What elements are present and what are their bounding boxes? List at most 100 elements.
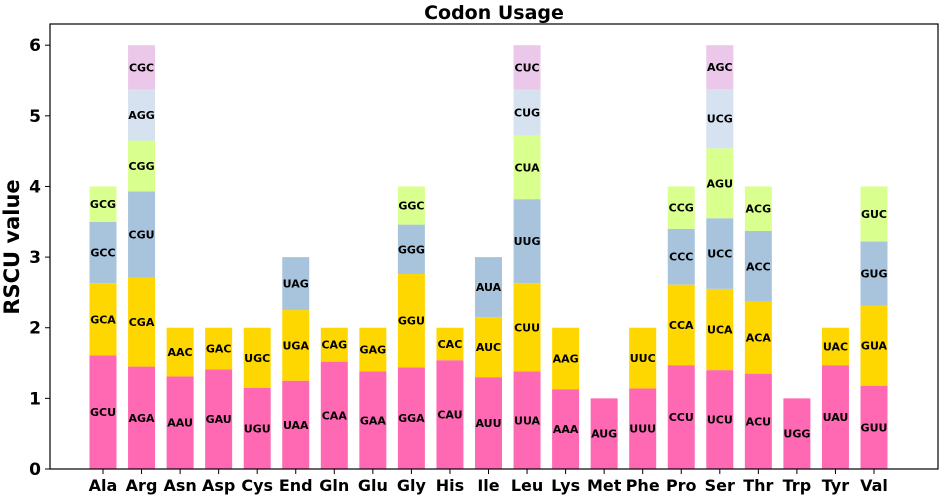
- codon-label-acg: ACG: [746, 203, 772, 216]
- bar-segment-arg-cgc: [128, 45, 156, 90]
- codon-label-cac: CAC: [438, 338, 463, 351]
- bar-segment-ala-gcc: [89, 221, 117, 284]
- codon-label-cgg: CGG: [128, 160, 154, 173]
- bar-segment-ser-ucu: [706, 370, 734, 469]
- bar-segment-lys-aaa: [552, 389, 580, 469]
- bar-segment-arg-agg: [128, 89, 156, 141]
- bar-segment-gln-caa: [320, 361, 348, 469]
- codon-label-ccu: CCU: [669, 411, 694, 424]
- codon-label-acc: ACC: [746, 260, 771, 273]
- codon-label-gcg: GCG: [90, 198, 116, 211]
- plot-frame: [49, 23, 939, 470]
- codon-label-uag: UAG: [283, 278, 309, 291]
- codon-label-aau: AAU: [167, 417, 193, 430]
- bar-segment-cys-ugc: [243, 327, 271, 388]
- y-tick-label-1: 1: [29, 389, 41, 409]
- x-axis-ticks: Ala Arg Asn Asp Cys End Gln Glu Gly His Ile Leu Lys M…: [89, 469, 888, 495]
- bar-segment-tyr-uau: [821, 365, 849, 469]
- bar-segment-arg-cgg: [128, 140, 156, 192]
- codon-label-auc: AUC: [476, 341, 501, 354]
- y-tick-label-0: 0: [29, 460, 41, 480]
- codon-label-agc: AGC: [707, 61, 733, 74]
- bar-segment-val-guc: [860, 186, 888, 242]
- codon-label-guc: GUC: [861, 208, 887, 221]
- bar-segment-pro-cca: [667, 284, 695, 366]
- bar-segment-gln-cag: [320, 327, 348, 362]
- codon-label-gug: GUG: [861, 268, 888, 281]
- bar-segment-leu-cua: [513, 135, 541, 200]
- codon-label-uga: UGA: [283, 339, 310, 352]
- x-tick-label-ser: Ser: [705, 476, 735, 495]
- codon-label-gag: GAG: [360, 344, 387, 357]
- bar-segment-lys-aag: [552, 327, 580, 390]
- codon-label-aua: AUA: [476, 281, 502, 294]
- codon-label-uug: UUG: [514, 235, 541, 248]
- y-tick-label-6: 6: [29, 36, 41, 56]
- codon-label-uac: UAC: [823, 340, 848, 353]
- bar-segment-arg-cga: [128, 277, 156, 367]
- bar-segment-thr-aca: [744, 301, 772, 374]
- bar-segment-gly-ggu: [397, 274, 425, 368]
- bar-segment-trp-ugg: [783, 398, 811, 469]
- codon-label-cuc: CUC: [515, 61, 540, 74]
- codon-label-ucc: UCC: [707, 248, 732, 261]
- codon-label-uuu: UUU: [629, 423, 656, 436]
- codon-label-ccc: CCC: [669, 251, 693, 264]
- codon-label-caa: CAA: [322, 409, 348, 422]
- codon-label-cug: CUG: [514, 107, 540, 120]
- bar-segment-glu-gaa: [359, 371, 387, 469]
- bar-segment-leu-cug: [513, 89, 541, 136]
- bar-segment-val-guu: [860, 385, 888, 469]
- x-tick-label-lys: Lys: [551, 476, 580, 495]
- bar-segment-leu-cuu: [513, 283, 541, 372]
- y-axis-ticks: 0 1 2 3 4 5 6: [29, 36, 50, 480]
- x-tick-label-val: Val: [860, 476, 888, 495]
- x-tick-label-pro: Pro: [666, 476, 697, 495]
- codon-label-aaa: AAA: [553, 423, 579, 436]
- codon-label-cua: CUA: [514, 161, 540, 174]
- bars-layer: GCU GCA GCC GCG AGA CGA CGU CGG AGG CGC AAU AAC GAU G…: [89, 45, 888, 469]
- codon-label-auu: AUU: [475, 417, 501, 430]
- x-tick-label-glu: Glu: [358, 476, 388, 495]
- codon-label-aca: ACA: [746, 332, 772, 345]
- codon-label-aug: AUG: [591, 428, 617, 441]
- bar-segment-pro-ccg: [667, 186, 695, 229]
- bar-segment-end-uag: [282, 257, 310, 311]
- codon-label-acu: ACU: [746, 415, 772, 428]
- bar-segment-ser-agu: [706, 148, 734, 219]
- bar-segment-leu-uug: [513, 199, 541, 284]
- bar-segment-ser-ucg: [706, 88, 734, 149]
- codon-label-uau: UAU: [823, 411, 849, 424]
- bar-segment-asn-aau: [166, 376, 194, 469]
- bar-segment-pro-ccu: [667, 365, 695, 469]
- bar-segment-asp-gac: [205, 327, 233, 370]
- codon-label-aac: AAC: [168, 346, 193, 359]
- y-tick-label-5: 5: [29, 107, 41, 127]
- codon-label-gcu: GCU: [90, 406, 116, 419]
- bar-segment-thr-acg: [744, 186, 772, 231]
- bar-segment-end-uaa: [282, 380, 310, 469]
- bar-segment-gly-ggc: [397, 186, 425, 225]
- codon-label-ccg: CCG: [669, 202, 694, 215]
- x-tick-label-end: End: [279, 476, 313, 495]
- codon-label-aga: AGA: [129, 412, 156, 425]
- bar-segment-ser-ucc: [706, 218, 734, 289]
- codon-label-cag: CAG: [321, 339, 347, 352]
- x-tick-label-cys: Cys: [241, 476, 273, 495]
- bar-segment-tyr-uac: [821, 327, 849, 366]
- bar-segment-thr-acc: [744, 230, 772, 302]
- y-tick-label-3: 3: [29, 248, 41, 268]
- codon-label-cgu: CGU: [129, 228, 155, 241]
- bar-segment-phe-uuc: [629, 327, 657, 389]
- x-tick-label-met: Met: [587, 476, 622, 495]
- x-tick-label-his: His: [436, 476, 464, 495]
- bar-segment-leu-cuc: [513, 45, 541, 90]
- bar-segment-val-gug: [860, 241, 888, 306]
- codon-label-gau: GAU: [206, 413, 232, 426]
- bar-segment-his-cac: [436, 327, 464, 361]
- x-tick-label-asp: Asp: [202, 476, 235, 495]
- codon-label-gcc: GCC: [90, 247, 115, 260]
- bar-segment-asn-aac: [166, 327, 194, 377]
- bar-segment-gly-gga: [397, 367, 425, 469]
- bar-segment-ala-gcu: [89, 355, 117, 469]
